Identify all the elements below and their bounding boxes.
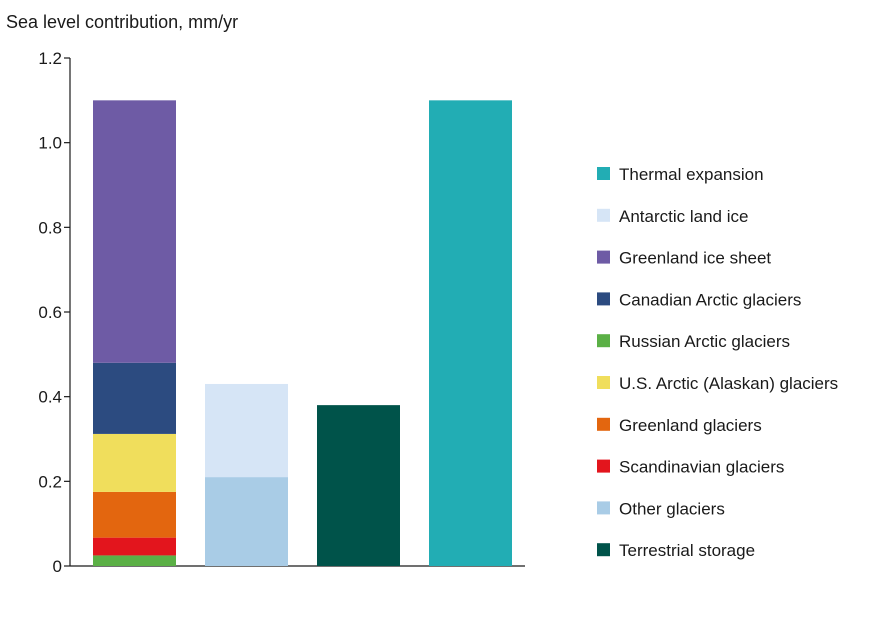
legend-swatch [597, 167, 610, 180]
y-tick-label: 0 [53, 557, 62, 576]
bar-segment [93, 433, 176, 492]
y-axis: 0 0.2 0.4 0.6 0.8 1.0 1.2 [38, 49, 525, 576]
legend-swatch [597, 459, 610, 473]
legend-label: Greenland glaciers [619, 416, 762, 435]
bar-segment [93, 537, 176, 556]
bars-group [93, 100, 512, 566]
bar-segment [93, 100, 176, 363]
legend-label: Scandinavian glaciers [619, 458, 784, 477]
y-tick-label: 1.0 [38, 134, 62, 153]
legend-swatch [597, 250, 610, 264]
legend-label: Other glaciers [619, 499, 725, 518]
legend-label: Canadian Arctic glaciers [619, 290, 801, 309]
bar-segment [205, 477, 288, 566]
bar-segment [205, 383, 288, 478]
legend-label: Greenland ice sheet [619, 249, 771, 268]
y-tick-label: 0.2 [38, 472, 62, 491]
legend-label: U.S. Arctic (Alaskan) glaciers [619, 374, 838, 393]
legend-swatch [597, 208, 610, 222]
y-tick-label: 0.4 [38, 388, 62, 407]
legend-label: Russian Arctic glaciers [619, 332, 790, 351]
y-tick-label: 0.8 [38, 218, 62, 237]
legend-swatch [597, 292, 610, 306]
bar-segment [93, 555, 176, 566]
legend-swatch [597, 501, 610, 515]
bar-segment [317, 405, 400, 566]
y-tick-label: 0.6 [38, 303, 62, 322]
bar-segment [93, 491, 176, 538]
y-tick-label: 1.2 [38, 49, 62, 68]
legend: Thermal expansion Antarctic land ice Green… [597, 165, 838, 560]
legend-label: Thermal expansion [619, 165, 764, 184]
legend-swatch [597, 334, 610, 348]
legend-label: Terrestrial storage [619, 541, 755, 560]
bar-segment [429, 100, 512, 566]
legend-swatch [597, 543, 610, 557]
legend-label: Antarctic land ice [619, 207, 748, 226]
legend-swatch [597, 376, 610, 389]
bar-segment [93, 362, 176, 434]
chart-title: Sea level contribution, mm/yr [6, 12, 238, 32]
legend-swatch [597, 417, 610, 431]
